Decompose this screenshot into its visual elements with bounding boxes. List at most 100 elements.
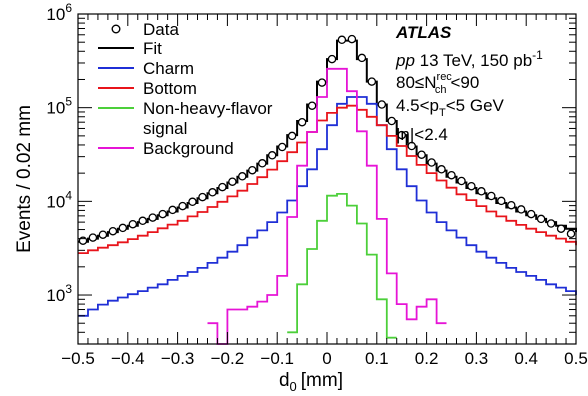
data-point — [277, 142, 287, 152]
data-point — [287, 131, 297, 141]
data-point — [497, 196, 506, 206]
annotation-nch-post: <90 — [450, 73, 479, 92]
data-point — [536, 214, 546, 224]
data-point — [347, 34, 357, 44]
annotation-nch-sub: ch — [435, 84, 447, 96]
legend-label: Fit — [143, 39, 162, 58]
legend-item-charm: Charm — [98, 59, 194, 78]
legend-marker — [111, 24, 121, 34]
series-background — [207, 67, 447, 345]
data-point — [417, 150, 426, 159]
data-point — [367, 77, 377, 86]
axes-layer: −0.5 −0.4 −0.3 −0.2 −0.1 0 0.1 0.2 0.3 0.4 0.5 103 1… — [46, 1, 587, 368]
annotation-pt-post: <5 GeV — [446, 96, 505, 115]
annotation-nch-sup: rec — [437, 71, 453, 83]
legend-label-line2: signal — [143, 119, 187, 138]
annotation-block: ATLAS pp 13 TeV, 150 pb-1 80≤Nrec ch <90 4… — [395, 23, 543, 144]
x-axis-label-sub: 0 — [290, 379, 297, 394]
annotation-energy-lumi: pp 13 TeV, 150 pb-1 — [395, 48, 543, 70]
data-point — [218, 182, 227, 192]
x-tick-label: −0.3 — [161, 349, 195, 368]
x-tick-label: 0.4 — [514, 349, 538, 368]
y-tick-label: 106 — [46, 1, 72, 24]
annotation-pt: 4.5<pT<5 GeV — [396, 96, 505, 119]
y-tick-label: 104 — [46, 188, 72, 211]
data-point — [337, 35, 347, 45]
step-line — [78, 96, 577, 317]
y-tick-label: 105 — [46, 95, 72, 118]
data-point — [427, 158, 436, 167]
data-point — [238, 172, 247, 181]
legend-item-background: Background — [98, 139, 234, 158]
annotation-pt-pre: 4.5<p — [396, 96, 439, 115]
data-point — [327, 54, 337, 64]
x-tick-label: −0.1 — [260, 349, 294, 368]
legend-label: Non-heavy-flavor — [143, 99, 273, 118]
data-point — [457, 176, 466, 186]
data-point — [98, 230, 108, 239]
step-line — [78, 104, 577, 254]
data-point — [148, 213, 157, 222]
data-point — [158, 209, 167, 219]
data-point — [138, 216, 147, 226]
series-charm — [78, 96, 577, 317]
legend-label: Bottom — [143, 79, 197, 98]
data-point — [108, 226, 118, 236]
x-tick-label: 0.5 — [564, 349, 588, 368]
step-line — [287, 193, 397, 339]
data-point — [487, 191, 496, 201]
annotation-nch: 80≤Nrec ch <90 — [396, 71, 479, 96]
data-point — [516, 205, 526, 214]
data-point — [387, 116, 396, 126]
data-point — [178, 201, 187, 211]
data-point — [88, 233, 98, 242]
data-point — [248, 165, 257, 175]
step-line — [207, 67, 447, 345]
data-point — [467, 181, 476, 191]
data-point — [437, 165, 446, 174]
data-point — [307, 101, 317, 110]
x-tick-label: 0.3 — [465, 349, 489, 368]
data-point — [377, 100, 387, 109]
data-point — [566, 229, 576, 239]
x-axis-label-base: d — [279, 370, 290, 391]
data-point — [198, 192, 207, 202]
data-point — [297, 117, 307, 127]
x-tick-label: 0.2 — [415, 349, 439, 368]
data-point — [258, 159, 267, 168]
data-point — [317, 78, 327, 87]
data-point — [447, 170, 456, 180]
annotation-energy: 13 TeV, 150 pb — [415, 51, 532, 70]
series-layer — [78, 34, 577, 345]
data-point — [507, 200, 516, 210]
data-point — [267, 151, 277, 160]
series-bottom — [78, 104, 577, 254]
legend-item-data: Data — [111, 20, 179, 39]
data-point — [526, 209, 536, 219]
x-axis-label-unit: [mm] — [301, 370, 343, 391]
data-point — [118, 223, 128, 233]
data-point — [208, 188, 217, 197]
data-point — [477, 187, 486, 196]
legend-label: Data — [143, 20, 179, 39]
annotation-pt-sub: T — [439, 107, 446, 119]
x-axis-label: d0 [mm] — [279, 370, 343, 394]
series-data-points — [78, 34, 576, 245]
y-axis-label: Events / 0.02 mm — [14, 105, 35, 253]
legend-item-bottom: Bottom — [98, 79, 197, 98]
data-point — [407, 141, 416, 151]
x-tick-label: 0 — [322, 349, 331, 368]
data-point — [546, 219, 556, 228]
legend-label: Background — [143, 139, 234, 158]
data-point — [128, 219, 138, 229]
x-tick-label: −0.5 — [61, 349, 95, 368]
legend: DataFitCharmBottomNon-heavy-flavorsignal… — [98, 20, 273, 158]
data-point — [228, 177, 237, 186]
annotation-eta: |η|<2.4 — [396, 125, 448, 144]
annotation-nch-pre: 80≤N — [396, 73, 437, 92]
x-tick-label: 0.1 — [365, 349, 389, 368]
y-tick-label: 103 — [46, 282, 72, 305]
data-point — [397, 130, 406, 140]
